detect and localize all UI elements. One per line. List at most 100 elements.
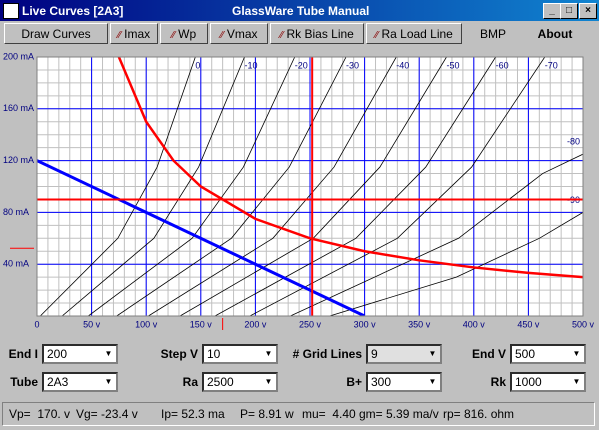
- button-icon: ⁄⁄: [220, 30, 224, 41]
- toolbar-button[interactable]: ⁄⁄ Rk Bias Line: [270, 23, 364, 44]
- button-icon: ⁄⁄: [171, 30, 176, 41]
- combo-box[interactable]: 1000 ▼: [510, 372, 586, 392]
- x-tick-label: 450 v: [517, 319, 540, 329]
- curve-label: -40: [396, 60, 409, 70]
- tube-curve: [116, 57, 347, 316]
- field-label: End V: [471, 347, 506, 361]
- combo-value: 2500: [207, 375, 234, 389]
- button-label: About: [537, 27, 573, 41]
- y-tick-label: 200 mA: [3, 51, 34, 61]
- combo-value: 500: [515, 347, 536, 361]
- close-button[interactable]: ×: [579, 3, 597, 19]
- curve-label: -10: [244, 60, 257, 70]
- chart: 0 50 v 100 v 150 v 200 v 250 v 300 v 350 v 400 v…: [3, 51, 595, 330]
- app-icon: [3, 3, 19, 19]
- toolbar-button[interactable]: Draw Curves: [4, 23, 108, 44]
- button-label: Imax: [124, 27, 151, 41]
- dropdown-arrow[interactable]: ▼: [428, 349, 437, 358]
- dropdown-arrow[interactable]: ▼: [428, 377, 437, 386]
- field-label: Tube: [10, 375, 38, 389]
- plot-frame: [36, 56, 584, 317]
- tube-curve: [290, 153, 583, 316]
- button-label: BMP: [479, 27, 506, 41]
- button-label: Draw Curves: [21, 27, 91, 41]
- toolbar-button[interactable]: ⁄⁄ Ra Load Line: [366, 23, 462, 44]
- status-field: Vp= 170. v: [9, 407, 71, 421]
- window-title: Live Curves [2A3]: [22, 4, 124, 18]
- combo-box[interactable]: 10 ▼: [202, 344, 278, 364]
- curve-label: -60: [496, 60, 509, 70]
- dropdown-arrow[interactable]: ▼: [264, 349, 273, 358]
- toolbar-button[interactable]: About: [525, 23, 585, 44]
- tube-curve: [39, 57, 196, 316]
- curve-label: -70: [545, 60, 558, 70]
- status-field: rp= 816. ohm: [443, 407, 515, 421]
- x-tick-label: 400 v: [463, 319, 486, 329]
- load-line: [37, 159, 366, 316]
- x-tick-label: 300 v: [354, 319, 377, 329]
- tube-curve: [61, 57, 245, 316]
- button-label: Rk Bias Line: [286, 27, 354, 41]
- maximize-button[interactable]: □: [560, 3, 578, 19]
- x-tick-label: 150 v: [190, 319, 213, 329]
- dropdown-arrow[interactable]: ▼: [264, 377, 273, 386]
- button-label: Ra Load Line: [381, 27, 453, 41]
- dropdown-arrow[interactable]: ▼: [104, 377, 113, 386]
- status-field: mu= 4.40: [302, 407, 356, 421]
- combo-value: 1000: [515, 375, 542, 389]
- combo-value: 9: [371, 347, 378, 361]
- x-tick-label: 500 v: [572, 319, 595, 329]
- tube-curve: [148, 57, 397, 316]
- status-field: Ip= 52.3 ma: [161, 407, 225, 421]
- combo-box[interactable]: 2500 ▼: [202, 372, 278, 392]
- status-bar: Vp= 170. v Vg= -23.4 v Ip= 52.3 ma P= 8.91 …: [2, 402, 595, 426]
- y-tick-label: 40 mA: [3, 259, 29, 269]
- combo-value: 300: [371, 375, 392, 389]
- x-tick-label: 50 v: [83, 319, 101, 329]
- curve-label: 0: [195, 60, 200, 70]
- curve-label: -30: [346, 60, 359, 70]
- button-label: Wp: [178, 27, 197, 41]
- tube-curve: [329, 212, 583, 316]
- tube-curve: [88, 57, 296, 316]
- dropdown-arrow[interactable]: ▼: [104, 349, 113, 358]
- curve-label: -20: [295, 60, 308, 70]
- field-label: B+: [346, 375, 362, 389]
- x-tick-label: 0: [34, 319, 39, 329]
- x-tick-label: 200 v: [244, 319, 267, 329]
- dropdown-arrow[interactable]: ▼: [572, 349, 581, 358]
- field-label: # Grid Lines: [292, 347, 362, 361]
- combo-box[interactable]: 500 ▼: [510, 344, 586, 364]
- app-title: GlassWare Tube Manual: [232, 4, 370, 18]
- toolbar-button[interactable]: ⁄⁄ Imax: [110, 23, 158, 44]
- toolbar-button[interactable]: ⁄⁄ Wp: [160, 23, 208, 44]
- combo-box[interactable]: 2A3 ▼: [42, 372, 118, 392]
- x-tick-label: 250 v: [299, 319, 322, 329]
- field-label: Rk: [490, 375, 506, 389]
- plate-dissipation-curve: [117, 57, 583, 279]
- tube-curve: [249, 57, 546, 316]
- toolbar-button[interactable]: ⁄⁄ Vmax: [210, 23, 268, 44]
- title-bar: Live Curves [2A3] GlassWare Tube Manual …: [0, 0, 599, 21]
- x-tick-label: 100 v: [135, 319, 158, 329]
- field-label: Step V: [160, 347, 198, 361]
- toolbar-button[interactable]: BMP: [462, 23, 524, 44]
- combo-box[interactable]: 9 ▼: [366, 344, 442, 364]
- y-tick-label: 160 mA: [3, 103, 34, 113]
- button-icon: ⁄⁄: [117, 30, 122, 41]
- combo-value: 10: [207, 347, 221, 361]
- x-tick-label: 350 v: [408, 319, 431, 329]
- curve-label: -80: [567, 137, 580, 147]
- tube-curve: [179, 57, 447, 316]
- button-label: Vmax: [226, 27, 258, 41]
- combo-box[interactable]: 300 ▼: [366, 372, 442, 392]
- y-tick-label: 80 mA: [3, 207, 29, 217]
- combo-box[interactable]: 200 ▼: [42, 344, 118, 364]
- button-icon: ⁄⁄: [280, 30, 284, 41]
- combo-value: 2A3: [47, 375, 69, 389]
- dropdown-arrow[interactable]: ▼: [572, 377, 581, 386]
- field-label: Ra: [182, 375, 198, 389]
- field-label: End I: [8, 347, 38, 361]
- button-icon: ⁄⁄: [375, 30, 379, 41]
